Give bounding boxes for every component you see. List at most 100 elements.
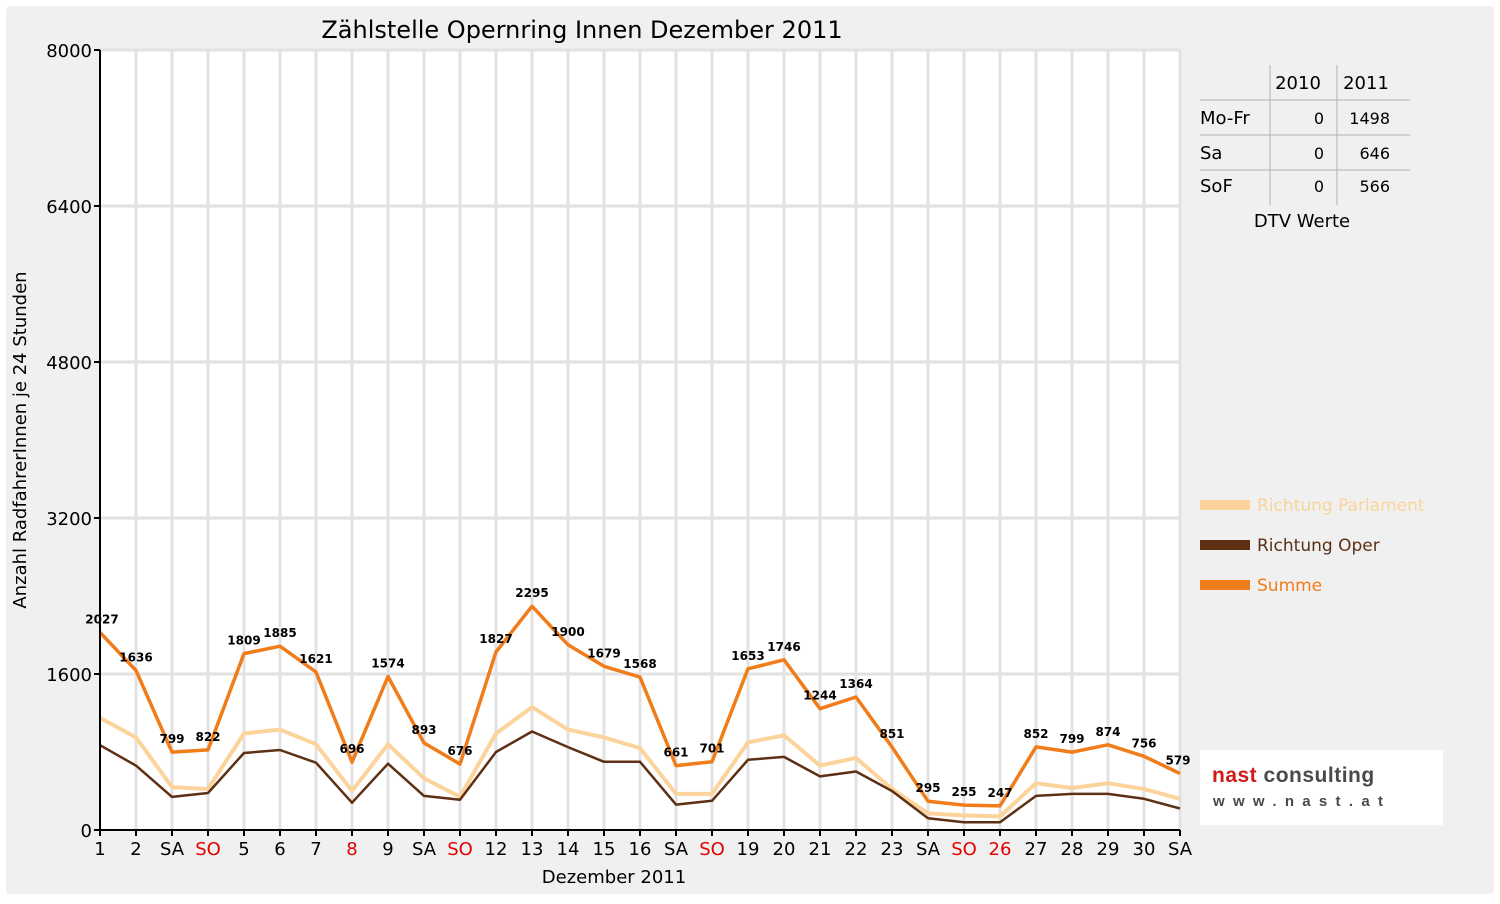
x-tick-label: 19: [737, 839, 760, 860]
logo-url: www.nast.at: [1213, 793, 1392, 810]
x-tick-label: 20: [773, 839, 796, 860]
data-label: 2027: [85, 612, 118, 626]
data-label: 1653: [731, 649, 764, 663]
table-row-label: SoF: [1200, 176, 1233, 197]
data-label: 852: [1023, 727, 1048, 741]
y-tick-label: 1600: [46, 665, 92, 686]
x-tick-label: 5: [238, 839, 249, 860]
x-tick-label: SA: [412, 839, 437, 860]
x-tick-label: 21: [809, 839, 832, 860]
series-line-richtung-parlament: [99, 705, 1181, 819]
y-tick-label: 6400: [46, 197, 92, 218]
x-tick-label: 8: [346, 839, 357, 860]
x-tick-label: 9: [382, 839, 393, 860]
data-label: 799: [159, 732, 184, 746]
x-tick-label: 7: [310, 839, 321, 860]
data-label: 295: [915, 781, 940, 795]
table-row-label: Mo-Fr: [1200, 108, 1250, 129]
series-line-summe: [98, 604, 1181, 808]
x-tick-label: 16: [629, 839, 652, 860]
y-tick-label: 8000: [46, 41, 92, 62]
data-label: 822: [195, 730, 220, 744]
x-tick-label: 12: [485, 839, 508, 860]
x-tick-label: 30: [1133, 839, 1156, 860]
data-label: 579: [1165, 754, 1190, 768]
x-tick-label: 29: [1097, 839, 1120, 860]
legend-swatch-oper: [1200, 540, 1250, 550]
table-cell: 0: [1314, 144, 1324, 163]
series-line-richtung-oper: [99, 730, 1181, 824]
x-tick-label: 28: [1061, 839, 1084, 860]
data-label: 756: [1131, 736, 1156, 750]
legend-label-oper: Richtung Oper: [1257, 536, 1380, 556]
company-logo: nast consulting www.nast.at: [1200, 750, 1443, 825]
data-label: 676: [447, 744, 472, 758]
data-label: 1574: [371, 657, 404, 671]
y-tick-label: 3200: [46, 509, 92, 530]
x-tick-label: 14: [557, 839, 580, 860]
x-tick-label: 1: [94, 839, 105, 860]
table-header-2011: 2011: [1343, 73, 1389, 94]
data-label: 661: [663, 746, 688, 760]
data-label: 1621: [299, 652, 332, 666]
x-tick-label: 6: [274, 839, 285, 860]
y-tick-label: 4800: [46, 353, 92, 374]
table-cell: 0: [1314, 109, 1324, 128]
data-label: 1827: [479, 632, 512, 646]
series-layer: [98, 604, 1181, 824]
table-cell: 0: [1314, 177, 1324, 196]
x-tick-label: 15: [593, 839, 616, 860]
legend-swatch-summe: [1200, 580, 1250, 590]
x-ticks: 1 2 SA SO 5 6 7 8 9 SA SO 12 13 14 15 16 SA SO 19 20 21 22 23 S…: [94, 830, 1193, 860]
y-ticks: 0 1600 3200 4800 6400 8000: [46, 41, 100, 842]
x-tick-label: SA: [664, 839, 689, 860]
data-label: 1364: [839, 677, 872, 691]
data-label: 893: [411, 723, 436, 737]
logo-wordmark: nast consulting: [1212, 764, 1375, 788]
x-tick-label: SA: [916, 839, 941, 860]
x-tick-label: SO: [195, 839, 221, 860]
data-label: 701: [699, 742, 724, 756]
x-tick-label: SO: [951, 839, 977, 860]
data-label: 1885: [263, 626, 296, 640]
data-label: 799: [1059, 732, 1084, 746]
chart-title: Zählstelle Opernring Innen Dezember 2011: [321, 16, 842, 44]
x-axis-label: Dezember 2011: [542, 867, 686, 888]
data-label: 1636: [119, 650, 152, 664]
x-tick-label: 26: [989, 839, 1012, 860]
data-label: 1809: [227, 634, 260, 648]
table-caption: DTV Werte: [1254, 211, 1350, 232]
logo-word-nast: nast: [1212, 764, 1258, 787]
y-tick-label: 0: [81, 821, 92, 842]
x-tick-label: 23: [881, 839, 904, 860]
data-label: 1679: [587, 646, 620, 660]
legend-label-parlament: Richtung Parlament: [1257, 496, 1425, 516]
x-tick-label: SA: [1168, 839, 1193, 860]
data-label: 255: [951, 785, 976, 799]
x-tick-label: 2: [130, 839, 141, 860]
data-label: 1746: [767, 640, 800, 654]
dtv-table: 2010 2011 Mo-Fr 0 1498 Sa 0 646 SoF 0 56…: [1200, 65, 1410, 232]
logo-word-consulting: consulting: [1257, 764, 1375, 787]
table-cell: 646: [1359, 144, 1390, 163]
table-header-2010: 2010: [1275, 73, 1321, 94]
data-label: 1244: [803, 689, 836, 703]
x-tick-label: 13: [521, 839, 544, 860]
x-tick-label: 27: [1025, 839, 1048, 860]
legend-label-summe: Summe: [1257, 576, 1322, 596]
table-row-label: Sa: [1200, 143, 1222, 164]
data-label: 2295: [515, 586, 548, 600]
data-label: 247: [987, 786, 1012, 800]
legend-swatch-parlament: [1200, 500, 1250, 510]
x-tick-label: SO: [699, 839, 725, 860]
data-label: 696: [339, 742, 364, 756]
data-label: 1568: [623, 657, 656, 671]
x-tick-label: SO: [447, 839, 473, 860]
table-cell: 1498: [1349, 109, 1390, 128]
table-cell: 566: [1359, 177, 1390, 196]
legend: Richtung Parlament Richtung Oper Summe: [1200, 496, 1425, 596]
y-axis-label: Anzahl RadfahrerInnen je 24 Stunden: [10, 271, 31, 608]
data-label: 874: [1095, 725, 1120, 739]
